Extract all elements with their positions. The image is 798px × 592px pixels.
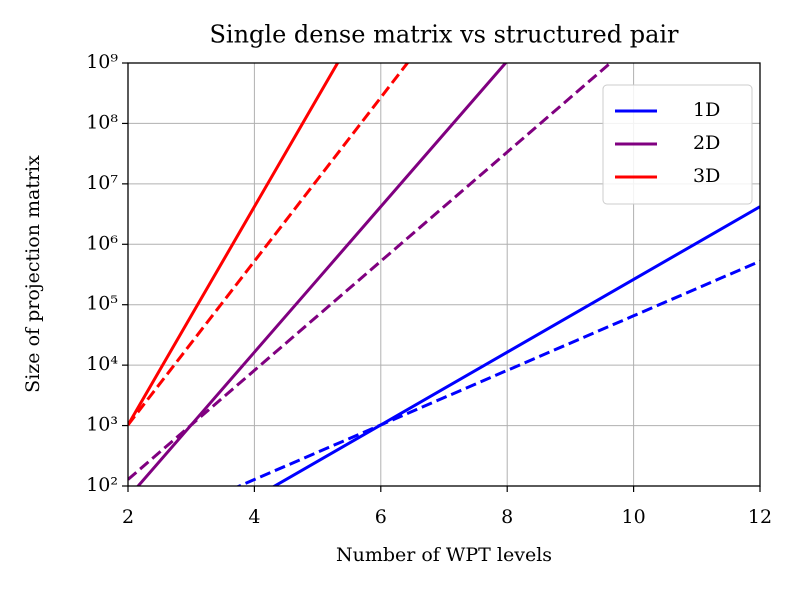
x-tick-label: 10 <box>622 506 646 528</box>
legend: 1D 2D 3D <box>602 84 753 205</box>
x-tick-label: 12 <box>748 506 772 528</box>
x-tick-label: 4 <box>248 506 260 528</box>
y-tick-label: 10⁷ <box>86 172 118 194</box>
y-axis-label: Size of projection matrix <box>22 155 44 393</box>
chart-title: Single dense matrix vs structured pair <box>209 21 679 49</box>
legend-box <box>602 84 753 205</box>
x-tick-label: 8 <box>501 506 513 528</box>
data-line <box>128 63 410 426</box>
y-tick-label: 10⁹ <box>86 51 118 73</box>
legend-label: 3D <box>693 165 720 187</box>
x-tick-label: 2 <box>122 506 134 528</box>
y-tick-label: 10⁴ <box>86 353 118 375</box>
legend-label: 2D <box>693 132 720 154</box>
y-tick-label: 10² <box>86 474 118 496</box>
x-tick-label: 6 <box>375 506 387 528</box>
data-line <box>235 259 760 486</box>
legend-label: 1D <box>693 99 720 121</box>
data-line <box>136 63 508 486</box>
plot-area <box>128 63 760 486</box>
y-tick-label: 10⁶ <box>86 232 118 254</box>
data-line <box>271 205 760 486</box>
y-tick-label: 10³ <box>86 414 118 436</box>
data-line <box>128 63 340 426</box>
y-tick-label: 10⁸ <box>86 111 118 133</box>
y-tick-label: 10⁵ <box>86 293 118 315</box>
axes-frame <box>127 62 761 487</box>
x-axis-label: Number of WPT levels <box>336 544 552 566</box>
